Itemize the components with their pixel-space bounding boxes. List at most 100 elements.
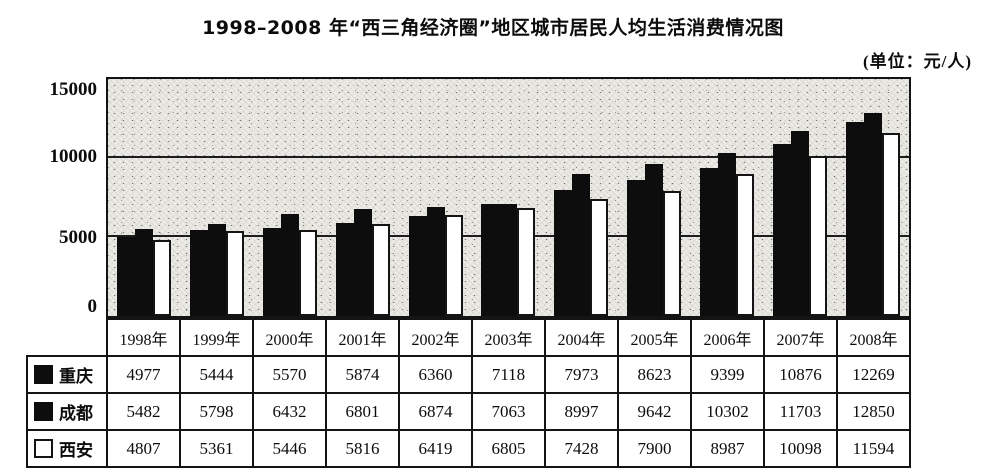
bar-成都-2008年 [863, 112, 882, 316]
value-成都-2005年: 9642 [617, 392, 692, 431]
bar-重庆-1999年 [190, 230, 209, 316]
value-西安-2002年: 6419 [398, 429, 473, 468]
value-西安-2005年: 7900 [617, 429, 692, 468]
value-西安-2004年: 7428 [544, 429, 619, 468]
value-重庆-2008年: 12269 [836, 355, 911, 394]
bar-西安-2007年 [808, 156, 827, 316]
page-title: 1998–2008 年“西三角经济圈”地区城市居民人均生活消费情况图 [202, 17, 784, 39]
table-row-成都: 成都 5482 5798 6432 6801 6874 7063 8997 9642 10302 1… [26, 392, 911, 431]
value-西安-1999年: 5361 [179, 429, 254, 468]
table-row-重庆: 重庆 4977 5444 5570 5874 6360 7118 7973 8623 9399 10… [26, 355, 911, 394]
year-header-2008年: 2008年 [836, 318, 911, 357]
year-header-2007年: 2007年 [763, 318, 838, 357]
bar-西安-1998年 [153, 240, 172, 316]
bar-group-2000年 [254, 79, 327, 316]
bar-重庆-2001年 [335, 223, 354, 316]
value-成都-2007年: 11703 [763, 392, 838, 431]
year-header-2003年: 2003年 [471, 318, 546, 357]
bar-成都-1999年 [208, 224, 227, 316]
bar-重庆-2005年 [627, 179, 646, 316]
value-西安-2001年: 5816 [325, 429, 400, 468]
year-header-2001年: 2001年 [325, 318, 400, 357]
bar-group-2003年 [472, 79, 545, 316]
corner-cell [27, 319, 107, 356]
value-西安-1998年: 4807 [106, 429, 181, 468]
gridline-10000 [108, 156, 909, 159]
legend-cell-重庆: 重庆 [26, 355, 108, 394]
legend-inner-成都: 成都 [29, 399, 105, 424]
bar-西安-2002年 [444, 214, 463, 316]
bar-成都-2004年 [572, 173, 591, 316]
legend-inner-重庆: 重庆 [29, 362, 105, 387]
bar-group-1999年 [181, 79, 254, 316]
series-name-西安: 西安 [59, 441, 93, 460]
bar-成都-2007年 [790, 131, 809, 316]
bar-成都-2001年 [353, 208, 372, 316]
value-西安-2007年: 10098 [763, 429, 838, 468]
bar-西安-2006年 [735, 174, 754, 316]
bar-成都-1998年 [135, 229, 154, 316]
legend-inner-西安: 西安 [29, 436, 105, 461]
bar-西安-2008年 [881, 132, 900, 316]
value-重庆-2005年: 8623 [617, 355, 692, 394]
bar-成都-2006年 [717, 153, 736, 316]
value-重庆-2003年: 7118 [471, 355, 546, 394]
bar-group-2005年 [618, 79, 691, 316]
bar-重庆-2007年 [772, 144, 791, 316]
legend-swatch-重庆 [34, 365, 53, 384]
legend-swatch-成都 [34, 402, 53, 421]
bar-group-2002年 [399, 79, 472, 316]
unit-label: (单位：元/人) [862, 52, 972, 71]
value-成都-1998年: 5482 [106, 392, 181, 431]
bar-group-1998年 [108, 79, 181, 316]
value-重庆-2000年: 5570 [252, 355, 327, 394]
bar-成都-2005年 [645, 163, 664, 316]
y-axis-labels: 0 5000 10000 15000 [26, 77, 106, 318]
value-重庆-2007年: 10876 [763, 355, 838, 394]
y-tick-label-10000: 10000 [49, 146, 98, 168]
bar-重庆-2008年 [845, 122, 864, 316]
bar-西安-2001年 [371, 224, 390, 316]
bar-chart: 0 5000 10000 15000 [26, 77, 911, 318]
bar-group-2004年 [545, 79, 618, 316]
value-成都-2003年: 7063 [471, 392, 546, 431]
bar-成都-2000年 [281, 214, 300, 316]
legend-cell-成都: 成都 [26, 392, 108, 431]
y-tick-label-0: 0 [87, 296, 98, 317]
value-成都-2000年: 6432 [252, 392, 327, 431]
bar-重庆-1998年 [117, 237, 136, 316]
year-header-2006年: 2006年 [690, 318, 765, 357]
value-西安-2000年: 5446 [252, 429, 327, 468]
value-西安-2006年: 8987 [690, 429, 765, 468]
year-header-2000年: 2000年 [252, 318, 327, 357]
bars-layer [108, 79, 909, 316]
value-重庆-1999年: 5444 [179, 355, 254, 394]
value-重庆-2004年: 7973 [544, 355, 619, 394]
bar-group-2006年 [691, 79, 764, 316]
y-tick-label-15000: 15000 [49, 79, 98, 100]
year-header-2005年: 2005年 [617, 318, 692, 357]
year-header-1998年: 1998年 [106, 318, 181, 357]
bar-西安-2005年 [663, 191, 682, 316]
table-row-西安: 西安 4807 5361 5446 5816 6419 6805 7428 7900 8987 10… [26, 429, 911, 468]
legend-swatch-西安 [34, 439, 53, 458]
bar-重庆-2003年 [481, 203, 500, 316]
value-成都-2004年: 8997 [544, 392, 619, 431]
value-重庆-2002年: 6360 [398, 355, 473, 394]
y-tick-label-5000: 5000 [59, 226, 97, 248]
series-name-重庆: 重庆 [59, 367, 93, 386]
value-成都-1999年: 5798 [179, 392, 254, 431]
bar-group-2007年 [763, 79, 836, 316]
bar-成都-2002年 [426, 207, 445, 316]
bar-重庆-2002年 [408, 215, 427, 316]
bar-西安-2004年 [590, 198, 609, 316]
value-西安-2003年: 6805 [471, 429, 546, 468]
bar-重庆-2004年 [554, 190, 573, 316]
value-成都-2001年: 6801 [325, 392, 400, 431]
value-重庆-1998年: 4977 [106, 355, 181, 394]
value-成都-2008年: 12850 [836, 392, 911, 431]
year-header-2002年: 2002年 [398, 318, 473, 357]
value-西安-2008年: 11594 [836, 429, 911, 468]
year-header-1999年: 1999年 [179, 318, 254, 357]
